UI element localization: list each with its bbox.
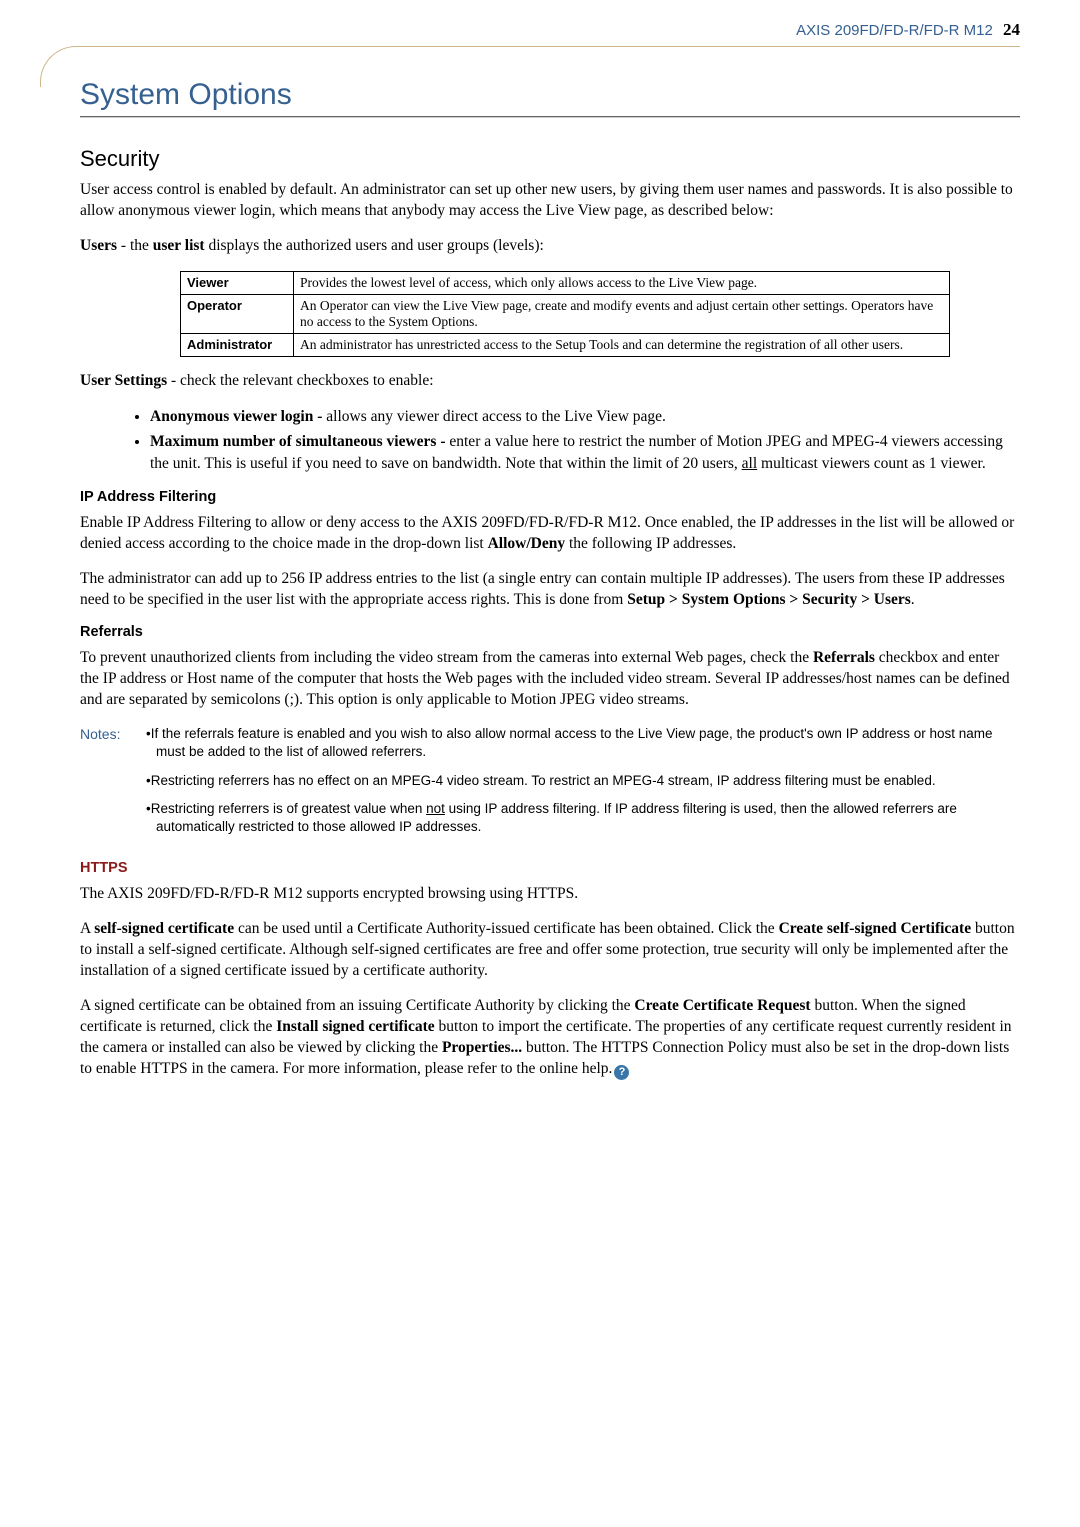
- table-row: Administrator An administrator has unres…: [181, 333, 950, 356]
- https-p3: A signed certificate can be obtained fro…: [80, 996, 1020, 1080]
- https-p1: The AXIS 209FD/FD-R/FD-R M12 supports en…: [80, 884, 1020, 905]
- user-settings-line: User Settings - check the relevant check…: [80, 371, 1020, 392]
- ip-filtering-heading: IP Address Filtering: [80, 489, 1020, 505]
- roles-table: Viewer Provides the lowest level of acce…: [180, 271, 950, 357]
- page: AXIS 209FD/FD-R/FD-R M12 24 System Optio…: [0, 0, 1080, 1527]
- security-intro: User access control is enabled by defaul…: [80, 180, 1020, 222]
- ip-filtering-p2: The administrator can add up to 256 IP a…: [80, 569, 1020, 611]
- https-heading: HTTPS: [80, 860, 1020, 876]
- users-line: Users - the user list displays the autho…: [80, 236, 1020, 257]
- role-desc: Provides the lowest level of access, whi…: [294, 271, 950, 294]
- title-underline: [80, 116, 1020, 118]
- note-item: •Restricting referrers has no effect on …: [142, 772, 1020, 790]
- https-p2: A self-signed certificate can be used un…: [80, 919, 1020, 982]
- users-label: Users: [80, 237, 117, 254]
- page-number: 24: [1003, 20, 1020, 39]
- page-header: AXIS 209FD/FD-R/FD-R M12 24: [80, 20, 1020, 40]
- role-desc: An Operator can view the Live View page,…: [294, 294, 950, 333]
- referrals-heading: Referrals: [80, 624, 1020, 640]
- role-name: Administrator: [181, 333, 294, 356]
- table-row: Operator An Operator can view the Live V…: [181, 294, 950, 333]
- product-name: AXIS 209FD/FD-R/FD-R M12: [796, 22, 993, 39]
- notes-label: Notes:: [80, 725, 142, 846]
- user-settings-bullets: Anonymous viewer login - allows any view…: [120, 406, 1020, 475]
- table-row: Viewer Provides the lowest level of acce…: [181, 271, 950, 294]
- role-name: Viewer: [181, 271, 294, 294]
- role-desc: An administrator has unrestricted access…: [294, 333, 950, 356]
- list-item: Anonymous viewer login - allows any view…: [150, 406, 1020, 428]
- security-heading: Security: [80, 146, 1020, 172]
- referrals-p1: To prevent unauthorized clients from inc…: [80, 648, 1020, 711]
- note-item: •If the referrals feature is enabled and…: [142, 725, 1020, 761]
- note-item: •Restricting referrers is of greatest va…: [142, 800, 1020, 836]
- notes-block: Notes:•If the referrals feature is enabl…: [80, 725, 1020, 846]
- list-item: Maximum number of simultaneous viewers -…: [150, 431, 1020, 474]
- ip-filtering-p1: Enable IP Address Filtering to allow or …: [80, 513, 1020, 555]
- header-rule: [40, 46, 1040, 62]
- role-name: Operator: [181, 294, 294, 333]
- user-settings-label: User Settings: [80, 372, 167, 389]
- page-title: System Options: [80, 78, 1020, 112]
- help-icon[interactable]: ?: [614, 1065, 629, 1080]
